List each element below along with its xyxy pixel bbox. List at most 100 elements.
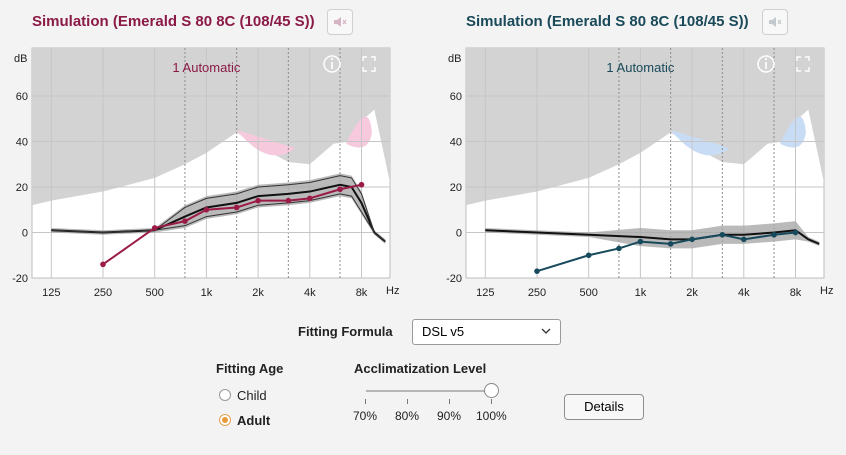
left-panel-title: Simulation (Emerald S 80 8C (108/45 S)) — [32, 13, 315, 30]
target-point[interactable] — [337, 186, 343, 193]
expand-icon-corners — [362, 56, 376, 72]
expand-icon-corners — [796, 56, 810, 72]
acclimatization-slider-thumb[interactable] — [484, 383, 499, 398]
x-tick-label: 4k — [304, 287, 316, 299]
target-point[interactable] — [233, 204, 240, 211]
target-point[interactable] — [741, 236, 747, 243]
target-point[interactable] — [792, 229, 799, 236]
info-icon-ring — [323, 55, 341, 73]
discomfort-region — [780, 116, 806, 148]
target-point[interactable] — [100, 261, 106, 268]
x-tick-label: 250 — [94, 287, 112, 299]
target-point[interactable] — [667, 241, 674, 247]
target-curve — [102, 183, 362, 266]
y-unit-label: dB — [448, 53, 461, 65]
target-point[interactable] — [358, 181, 365, 188]
x-tick-label: 4k — [738, 287, 750, 299]
slider-tick — [407, 399, 408, 404]
x-tick-label: 1k — [635, 287, 647, 299]
child-radio[interactable] — [219, 389, 231, 401]
fitting-formula-value: DSL v5 — [422, 324, 465, 339]
expand-icon[interactable] — [796, 56, 810, 72]
fitting-age-label: Fitting Age — [216, 361, 284, 376]
adult-label[interactable]: Adult — [237, 413, 271, 428]
gain-curve — [51, 183, 386, 243]
hearing-threshold-area — [32, 48, 390, 278]
y-tick-label: 20 — [450, 182, 462, 194]
mode-label: 1 Automatic — [172, 60, 240, 75]
info-icon[interactable] — [323, 55, 341, 73]
x-tick-label: 500 — [146, 287, 164, 299]
right-speaker-button[interactable] — [762, 9, 788, 35]
discomfort-region — [346, 116, 372, 148]
fitting-formula-dropdown[interactable]: DSL v5 — [412, 319, 561, 345]
acclimatization-label: Acclimatization Level — [354, 361, 487, 376]
target-curve — [536, 231, 796, 273]
x-tick-label: 1k — [201, 287, 213, 299]
speaker-muted-icon — [769, 17, 782, 27]
x-tick-label: 8k — [790, 287, 802, 299]
x-unit-label: Hz — [820, 285, 833, 297]
y-tick-label: 20 — [16, 182, 28, 194]
target-point[interactable] — [616, 245, 622, 252]
x-tick-label: 500 — [580, 287, 598, 299]
chevron-down-icon — [541, 328, 551, 334]
y-tick-label: 60 — [450, 91, 462, 103]
adult-radio[interactable] — [219, 414, 231, 426]
expand-icon[interactable] — [362, 56, 376, 72]
x-tick-label: 2k — [686, 287, 698, 299]
right-panel-title: Simulation (Emerald S 80 8C (108/45 S)) — [466, 13, 749, 30]
slider-tick-label: 70% — [353, 409, 378, 423]
target-point[interactable] — [203, 206, 210, 213]
slider-tick — [449, 399, 450, 404]
slider-tick-label: 80% — [395, 409, 420, 423]
details-button[interactable]: Details — [564, 394, 644, 420]
discomfort-region — [236, 130, 296, 156]
target-point[interactable] — [255, 197, 261, 204]
slider-tick-label: 100% — [476, 409, 507, 423]
hearing-threshold-area — [466, 48, 824, 278]
info-icon-dot — [330, 57, 334, 61]
slider-tick-label: 90% — [437, 409, 462, 423]
y-unit-label: dB — [14, 53, 27, 65]
x-tick-label: 8k — [356, 287, 368, 299]
y-tick-label: -20 — [12, 273, 28, 285]
fitting-formula-label: Fitting Formula — [298, 324, 393, 339]
x-tick-label: 2k — [252, 287, 264, 299]
target-point[interactable] — [182, 218, 188, 224]
x-tick-label: 250 — [528, 287, 546, 299]
y-tick-label: 60 — [16, 91, 28, 103]
mode-label: 1 Automatic — [606, 60, 674, 75]
info-icon[interactable] — [757, 55, 775, 73]
slider-tick — [491, 399, 492, 404]
gain-band — [485, 221, 820, 249]
target-point[interactable] — [307, 195, 313, 202]
x-unit-label: Hz — [386, 285, 399, 297]
info-icon-dot — [764, 57, 768, 61]
y-tick-label: 40 — [16, 137, 28, 149]
target-point[interactable] — [534, 268, 540, 274]
info-icon-ring — [757, 55, 775, 73]
y-tick-label: 0 — [22, 228, 28, 240]
target-point[interactable] — [719, 231, 726, 238]
right-gain-chart[interactable]: dB 60 40 20 0 -20 125 250 500 1k 2k 4k 8k Hz 1 Automat… — [434, 40, 846, 305]
target-point[interactable] — [285, 197, 292, 204]
left-speaker-button[interactable] — [327, 9, 353, 35]
speaker-muted-icon — [334, 17, 347, 27]
y-tick-label: 0 — [456, 228, 462, 240]
x-tick-label: 125 — [42, 287, 60, 299]
discomfort-region — [670, 130, 730, 156]
target-point[interactable] — [585, 252, 592, 259]
left-gain-chart[interactable]: dB 60 40 20 0 -20 125 250 500 1k 2k 4k 8k Hz 1 Automat… — [0, 40, 420, 305]
y-tick-label: -20 — [446, 273, 462, 285]
slider-tick — [365, 399, 366, 404]
target-point[interactable] — [689, 236, 695, 243]
target-point[interactable] — [771, 231, 777, 238]
target-point[interactable] — [151, 225, 158, 231]
target-point[interactable] — [637, 238, 644, 245]
acclimatization-slider-track[interactable] — [366, 390, 492, 392]
gain-curve-secondary — [51, 193, 386, 242]
y-tick-label: 40 — [450, 137, 462, 149]
child-label[interactable]: Child — [237, 388, 267, 403]
x-tick-label: 125 — [476, 287, 494, 299]
